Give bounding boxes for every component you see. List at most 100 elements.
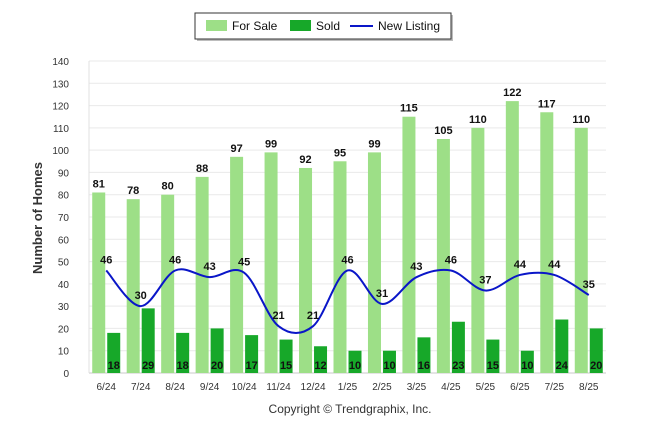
bar-for-sale	[367, 152, 381, 373]
bar-sold	[245, 335, 259, 373]
y-tick-label: 130	[52, 79, 69, 90]
data-label-new-listing: 45	[238, 257, 250, 269]
x-tick-label: 9/24	[200, 382, 220, 393]
x-tick-label: 11/24	[266, 382, 291, 393]
legend-swatch-for-sale	[206, 20, 227, 31]
data-label-new-listing: 21	[272, 310, 284, 322]
bar-sold	[176, 332, 190, 373]
bar-for-sale	[402, 116, 416, 373]
data-label-new-listing: 31	[376, 288, 388, 300]
bar-for-sale	[92, 192, 106, 373]
data-label-new-listing: 43	[204, 261, 216, 273]
y-tick-label: 0	[63, 369, 69, 380]
legend-label-sold: Sold	[316, 19, 340, 33]
bar-for-sale	[436, 139, 450, 373]
x-tick-label: 8/25	[579, 382, 599, 393]
gridlines	[88, 60, 606, 374]
data-label-for-sale: 97	[230, 143, 242, 155]
data-label-sold: 24	[556, 360, 569, 372]
y-tick-label: 30	[58, 302, 70, 313]
data-label-new-listing: 43	[410, 261, 422, 273]
bar-sold	[451, 321, 465, 373]
data-label-new-listing: 46	[341, 254, 353, 266]
bar-sold	[486, 339, 500, 373]
bar-for-sale	[126, 199, 140, 373]
data-label-sold: 20	[211, 360, 223, 372]
y-tick-label: 110	[53, 124, 69, 135]
data-label-for-sale: 95	[334, 147, 346, 159]
data-label-new-listing: 44	[548, 259, 561, 271]
legend-box	[194, 12, 452, 40]
y-tick-label: 10	[58, 347, 70, 358]
data-label-for-sale: 81	[93, 178, 105, 190]
data-label-for-sale: 110	[469, 114, 487, 126]
new-listing-line	[105, 268, 590, 335]
y-tick-label: 40	[58, 280, 70, 291]
data-label-sold: 10	[349, 360, 361, 372]
bars	[92, 101, 603, 373]
y-tick-label: 70	[58, 213, 70, 224]
bar-sold	[141, 308, 155, 373]
bar-sold	[382, 350, 396, 373]
bar-sold	[417, 337, 431, 373]
x-tick-label: 3/25	[407, 382, 427, 393]
data-label-sold: 16	[418, 360, 430, 372]
copyright-text: Copyright © Trendgraphix, Inc.	[269, 402, 432, 416]
x-tick-label: 1/25	[338, 382, 358, 393]
data-label-sold: 18	[108, 360, 120, 372]
bar-for-sale	[574, 127, 588, 373]
x-tick-label: 7/24	[131, 382, 151, 393]
bar-for-sale	[299, 167, 313, 373]
x-tick-label: 2/25	[372, 382, 392, 393]
bar-sold	[348, 350, 362, 373]
data-label-for-sale: 122	[503, 87, 521, 99]
data-label-new-listing: 46	[445, 254, 457, 266]
data-label-for-sale: 78	[127, 185, 139, 197]
data-label-sold: 18	[177, 360, 189, 372]
y-tick-label: 20	[58, 324, 70, 335]
y-axis: 0 10 20 30 40 50 60 70 80 90 100 110 120 130 140	[52, 57, 69, 380]
data-label-new-listing: 30	[135, 290, 147, 302]
bar-sold	[279, 339, 293, 373]
y-tick-label: 60	[58, 235, 70, 246]
data-label-new-listing: 35	[583, 279, 595, 291]
data-label-for-sale: 88	[196, 163, 208, 175]
legend-label-for-sale: For Sale	[232, 19, 278, 33]
data-label-new-listing: 46	[169, 254, 181, 266]
data-label-sold: 12	[314, 360, 326, 372]
bar-for-sale	[264, 152, 278, 373]
bar-sold	[589, 328, 603, 373]
y-tick-label: 140	[52, 57, 69, 68]
data-label-for-sale: 92	[299, 154, 311, 166]
legend-label-new-listing: New Listing	[378, 19, 440, 33]
x-tick-label: 10/24	[232, 382, 257, 393]
data-label-sold: 10	[521, 360, 533, 372]
data-label-sold: 10	[383, 360, 395, 372]
data-label-for-sale: 99	[368, 138, 380, 150]
data-label-sold: 15	[280, 360, 292, 372]
data-label-new-listing: 44	[514, 259, 527, 271]
y-tick-label: 80	[58, 191, 70, 202]
data-label-sold: 15	[487, 360, 499, 372]
x-tick-label: 6/24	[96, 382, 116, 393]
x-tick-label: 4/25	[441, 382, 461, 393]
data-labels: 81 18 78 29 80 18 88 20 97 17 99 15 92 12 95 10 99 10 115 1…	[93, 87, 603, 372]
y-tick-label: 100	[52, 146, 69, 157]
bar-sold	[555, 319, 569, 373]
data-label-for-sale: 99	[265, 138, 277, 150]
data-label-sold: 23	[452, 360, 464, 372]
data-label-new-listing: 37	[479, 275, 491, 287]
y-axis-title: Number of Homes	[30, 162, 45, 274]
data-label-for-sale: 80	[162, 181, 174, 193]
data-label-new-listing: 46	[100, 254, 112, 266]
x-axis: 6/24 7/24 8/24 9/24 10/24 11/24 12/24 1/25 2/25 3…	[96, 382, 598, 393]
x-tick-label: 7/25	[545, 382, 565, 393]
x-tick-label: 12/24	[301, 382, 326, 393]
data-label-for-sale: 115	[400, 103, 418, 115]
bar-sold	[520, 350, 534, 373]
x-tick-label: 8/24	[165, 382, 185, 393]
data-label-for-sale: 117	[538, 98, 556, 110]
data-label-sold: 29	[142, 360, 154, 372]
